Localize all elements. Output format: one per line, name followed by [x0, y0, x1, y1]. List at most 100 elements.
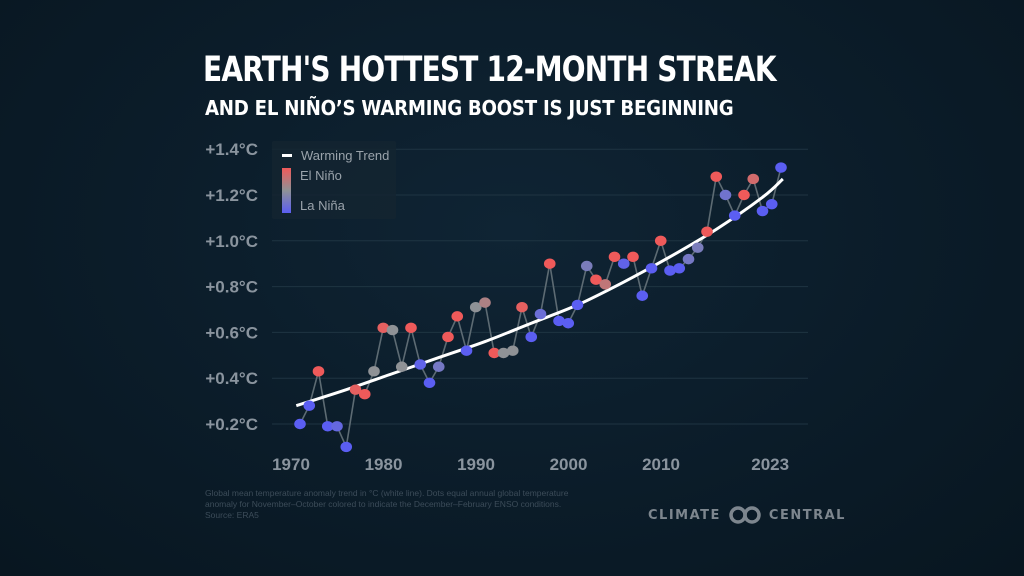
data-point: [627, 251, 639, 263]
data-point: [488, 347, 501, 359]
y-tick-label: +1.2°C: [205, 186, 258, 205]
footnote: Global mean temperature anomaly trend in…: [205, 488, 625, 521]
data-point: [340, 441, 353, 453]
legend-item-el-nino: El Niño: [300, 168, 342, 183]
legend-item-la-nina: La Niña: [300, 198, 345, 213]
x-tick-label: 1970: [272, 455, 310, 474]
data-point: [516, 302, 528, 313]
data-point: [534, 308, 547, 320]
data-point: [386, 324, 399, 336]
data-point: [423, 377, 436, 388]
data-point: [664, 265, 676, 276]
connector-segment: [706, 176, 718, 232]
connector-segment: [484, 302, 496, 354]
connector-segment: [400, 327, 412, 367]
data-point: [368, 366, 380, 377]
data-point: [654, 235, 667, 246]
y-tick-label: +0.8°C: [205, 278, 258, 297]
footnote-source: Source: ERA5: [205, 510, 259, 520]
data-point: [479, 297, 491, 308]
x-axis: 1970 1980 1990 2000 2010 2023: [272, 455, 789, 474]
data-point: [349, 384, 362, 395]
data-point: [312, 366, 325, 377]
data-point: [331, 421, 343, 432]
data-point: [525, 331, 538, 343]
connector-segment: [539, 263, 551, 315]
legend-item-trend: Warming Trend: [272, 148, 389, 163]
data-point: [451, 311, 464, 322]
data-point: [571, 299, 584, 311]
connector-segment: [345, 389, 357, 448]
data-point: [321, 421, 334, 432]
data-point: [682, 253, 695, 265]
data-point: [497, 347, 510, 359]
data-point: [608, 251, 621, 263]
data-point: [590, 274, 602, 285]
connector-segment: [456, 316, 468, 351]
data-point: [701, 226, 713, 237]
y-tick-label: +0.6°C: [205, 323, 258, 342]
data-points: [294, 162, 787, 453]
data-point: [747, 173, 760, 185]
data-point: [442, 331, 454, 343]
connector-segment: [391, 329, 403, 367]
connector-segment: [317, 371, 329, 427]
data-point: [636, 290, 649, 301]
data-point: [414, 359, 427, 370]
connector-segment: [465, 307, 477, 351]
data-point: [738, 189, 750, 201]
data-point: [377, 322, 390, 334]
connector-segment: [373, 327, 385, 372]
x-tick-label: 2023: [751, 455, 789, 474]
x-tick-label: 1980: [365, 455, 403, 474]
brand-word-left: CLIMATE: [648, 507, 721, 523]
y-tick-label: +1.4°C: [205, 140, 258, 159]
data-point: [460, 345, 473, 356]
footnote-line-1: Global mean temperature anomaly trend in…: [205, 488, 569, 498]
legend-label-el-nino: El Niño: [300, 168, 342, 183]
chart-subtitle: AND EL NIÑO’S WARMING BOOST IS JUST BEGI…: [205, 96, 734, 120]
warming-trend-line: [295, 177, 784, 408]
warming-trend-line-group: [295, 177, 784, 408]
data-point: [405, 322, 417, 334]
data-point: [645, 263, 658, 274]
data-point: [691, 242, 704, 253]
y-tick-label: +1.0°C: [205, 232, 258, 251]
data-point: [719, 189, 732, 201]
data-point: [756, 205, 769, 217]
x-tick-label: 2000: [550, 455, 588, 474]
brand-word-right: CENTRAL: [768, 507, 846, 523]
data-point: [303, 400, 316, 411]
legend-label-la-nina: La Niña: [300, 198, 345, 213]
data-point: [580, 260, 593, 272]
connector-segment: [576, 265, 588, 306]
data-point: [553, 315, 565, 327]
data-point: [469, 302, 482, 313]
y-axis: +1.4°C +1.2°C +1.0°C +0.8°C +0.6°C +0.4°C +0.2…: [205, 140, 258, 434]
data-point: [599, 279, 612, 290]
legend: Warming Trend El Niño La Niña: [272, 141, 396, 219]
data-point: [294, 418, 306, 430]
x-tick-label: 1990: [457, 455, 495, 474]
footnote-line-2: anomaly for November–October colored to …: [205, 499, 562, 509]
x-tick-label: 2010: [642, 455, 680, 474]
enso-color-scale-icon: [282, 168, 291, 213]
data-point: [506, 345, 519, 356]
data-point: [765, 198, 778, 210]
climate-central-logo: CLIMATE CENTRAL: [648, 506, 846, 524]
chart-title: EARTH'S HOTTEST 12-MONTH STREAK: [203, 50, 777, 90]
connector-segment: [752, 178, 764, 212]
connector-segment: [548, 263, 560, 322]
data-point: [432, 361, 445, 372]
data-point: [710, 171, 723, 182]
data-point: [543, 258, 556, 269]
data-point: [775, 162, 787, 173]
y-tick-label: +0.2°C: [205, 415, 258, 434]
trend-line-swatch-icon: [282, 154, 292, 157]
data-point: [673, 263, 686, 274]
data-point: [395, 361, 408, 372]
legend-label-trend: Warming Trend: [301, 148, 390, 163]
y-tick-label: +0.4°C: [205, 369, 258, 388]
data-point: [562, 318, 575, 329]
